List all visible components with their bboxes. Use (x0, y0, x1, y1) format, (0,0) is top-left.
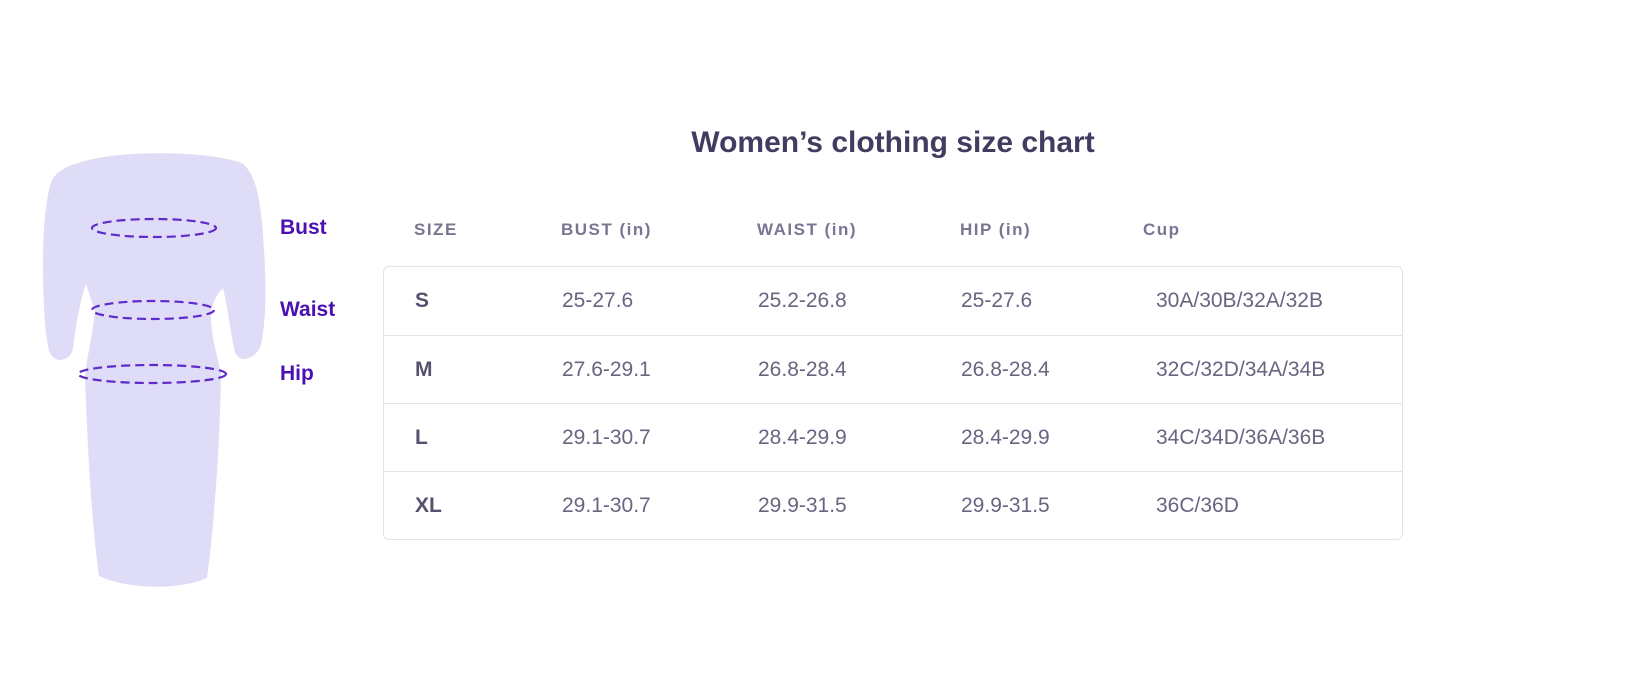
table-header-row: SIZE BUST (in) WAIST (in) HIP (in) Cup (383, 215, 1403, 245)
waist-value: 28.4-29.9 (758, 425, 847, 449)
cup-value: 34C/34D/36A/36B (1156, 425, 1326, 449)
cup-value: 30A/30B/32A/32B (1156, 289, 1323, 312)
bust-label: Bust (280, 216, 327, 239)
bust-value: 29.1-30.7 (562, 493, 651, 517)
chart-title: Women’s clothing size chart (691, 126, 1095, 159)
table-row-l: L 29.1-30.7 28.4-29.9 28.4-29.9 34C/34D/… (384, 403, 1402, 471)
hip-label: Hip (280, 362, 314, 385)
size-value: S (415, 289, 430, 312)
hip-value: 28.4-29.9 (961, 425, 1050, 449)
bust-value: 25-27.6 (562, 289, 634, 312)
size-table: SIZE BUST (in) WAIST (in) HIP (in) Cup S… (383, 215, 1403, 540)
waist-label: Waist (280, 298, 336, 321)
dress-silhouette (43, 153, 266, 587)
waist-value: 26.8-28.4 (758, 357, 847, 381)
waist-measure-line (90, 299, 216, 321)
column-header-hip: HIP (in) (960, 220, 1032, 239)
dress-shape (43, 153, 266, 587)
column-header-size: SIZE (414, 220, 458, 239)
size-value: L (415, 425, 428, 449)
column-header-cup: Cup (1143, 220, 1181, 239)
hip-measure-line (76, 363, 228, 385)
size-value: XL (415, 493, 442, 517)
bust-value: 29.1-30.7 (562, 425, 651, 449)
column-header-waist: WAIST (in) (757, 220, 857, 239)
table-row-m: M 27.6-29.1 26.8-28.4 26.8-28.4 32C/32D/… (384, 335, 1402, 403)
hip-value: 29.9-31.5 (961, 493, 1050, 517)
table-row-s: S 25-27.6 25.2-26.8 25-27.6 30A/30B/32A/… (384, 267, 1402, 335)
table-body: S 25-27.6 25.2-26.8 25-27.6 30A/30B/32A/… (383, 266, 1403, 540)
cup-value: 32C/32D/34A/34B (1156, 357, 1326, 381)
waist-value: 29.9-31.5 (758, 493, 847, 517)
bust-value: 27.6-29.1 (562, 357, 651, 381)
cup-value: 36C/36D (1156, 493, 1239, 517)
bust-measure-line (90, 217, 218, 239)
hip-value: 26.8-28.4 (961, 357, 1050, 381)
hip-value: 25-27.6 (961, 289, 1033, 312)
column-header-bust: BUST (in) (561, 220, 652, 239)
table-row-xl: XL 29.1-30.7 29.9-31.5 29.9-31.5 36C/36D (384, 471, 1402, 539)
waist-value: 25.2-26.8 (758, 289, 847, 312)
size-value: M (415, 357, 433, 381)
